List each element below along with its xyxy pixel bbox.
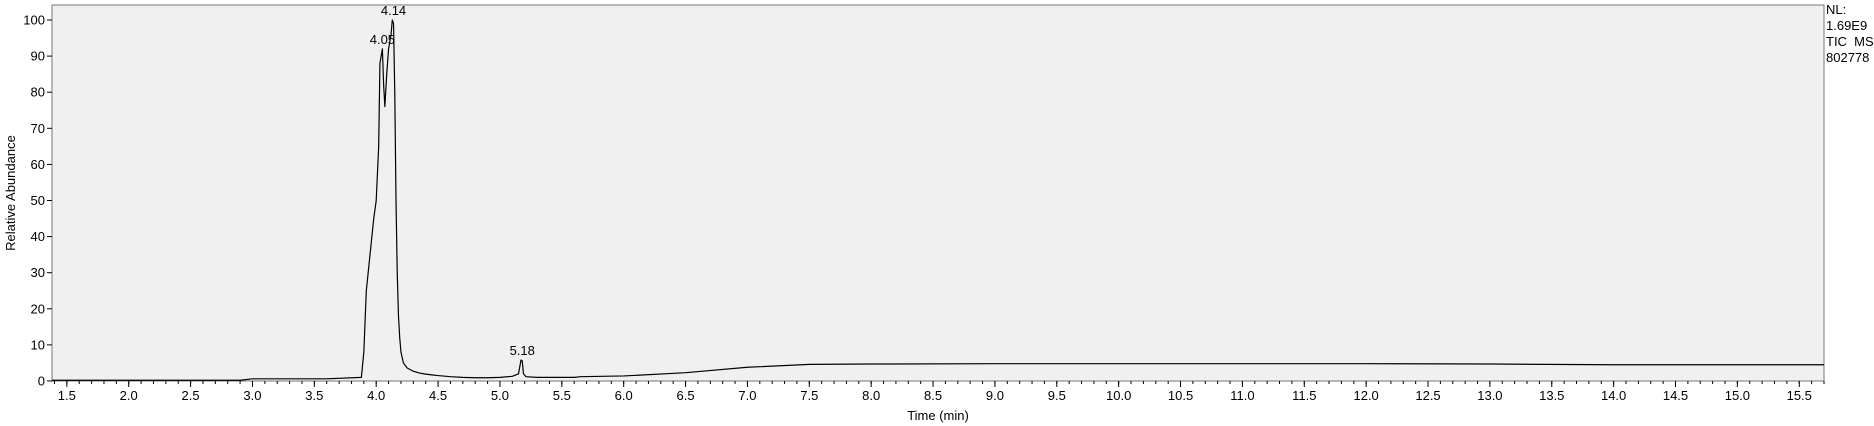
nl-value: 1.69E9 [1826,18,1867,33]
peak-label: 4.05 [370,32,395,47]
x-tick-label: 14.0 [1601,388,1626,403]
x-tick-label: 12.0 [1353,388,1378,403]
x-tick-label: 13.5 [1539,388,1564,403]
x-axis: 1.5 2.0 2.5 3.0 3.5 4.0 4.5 5.0 5.5 6.0 6.5 7.0 7.5 8… [53,381,1825,403]
x-tick-label: 7.0 [738,388,756,403]
sample-id: 802778 [1826,50,1869,65]
y-tick-label: 0 [38,374,45,389]
x-tick-label: 12.5 [1415,388,1440,403]
peak-label: 4.14 [381,3,406,18]
y-tick-label: 60 [31,157,45,172]
x-tick-label: 15.0 [1725,388,1750,403]
nl-label: NL: [1826,2,1846,17]
x-tick-label: 2.0 [120,388,138,403]
y-axis: 0 10 20 30 40 50 60 70 80 90 100 [23,13,52,389]
x-tick-label: 15.5 [1787,388,1812,403]
x-tick-label: 10.0 [1106,388,1131,403]
y-tick-label: 70 [31,121,45,136]
x-tick-label: 10.5 [1168,388,1193,403]
scan-filter: TIC MS [1826,34,1874,49]
y-tick-label: 30 [31,265,45,280]
x-tick-label: 9.0 [986,388,1004,403]
x-tick-label: 3.0 [243,388,261,403]
x-tick-label: 1.5 [58,388,76,403]
x-tick-label: 3.5 [305,388,323,403]
y-tick-label: 90 [31,49,45,64]
peak-label: 5.18 [510,343,535,358]
y-tick-label: 80 [31,85,45,100]
x-tick-label: 6.5 [677,388,695,403]
x-tick-label: 8.5 [924,388,942,403]
x-tick-label: 6.0 [615,388,633,403]
x-tick-label: 13.0 [1477,388,1502,403]
x-tick-label: 4.5 [429,388,447,403]
x-tick-label: 5.5 [553,388,571,403]
peak-labels: 4.05 4.14 5.18 [370,3,535,358]
y-axis-title: Relative Abundance [3,135,18,251]
plot-area [51,4,1825,382]
tic-trace [52,19,1824,381]
x-tick-label: 4.0 [367,388,385,403]
x-tick-label: 8.0 [862,388,880,403]
x-tick-label: 7.5 [800,388,818,403]
y-tick-label: 10 [31,337,45,352]
x-tick-label: 5.0 [491,388,509,403]
x-axis-title: Time (min) [907,408,969,423]
y-tick-label: 20 [31,301,45,316]
y-tick-label: 50 [31,193,45,208]
x-tick-label: 9.5 [1048,388,1066,403]
y-tick-label: 100 [23,13,45,28]
y-tick-label: 40 [31,229,45,244]
x-tick-label: 11.0 [1230,388,1254,403]
x-tick-label: 2.5 [182,388,200,403]
x-tick-label: 11.5 [1292,388,1316,403]
series-layer [52,19,1824,381]
x-tick-label: 14.5 [1663,388,1688,403]
